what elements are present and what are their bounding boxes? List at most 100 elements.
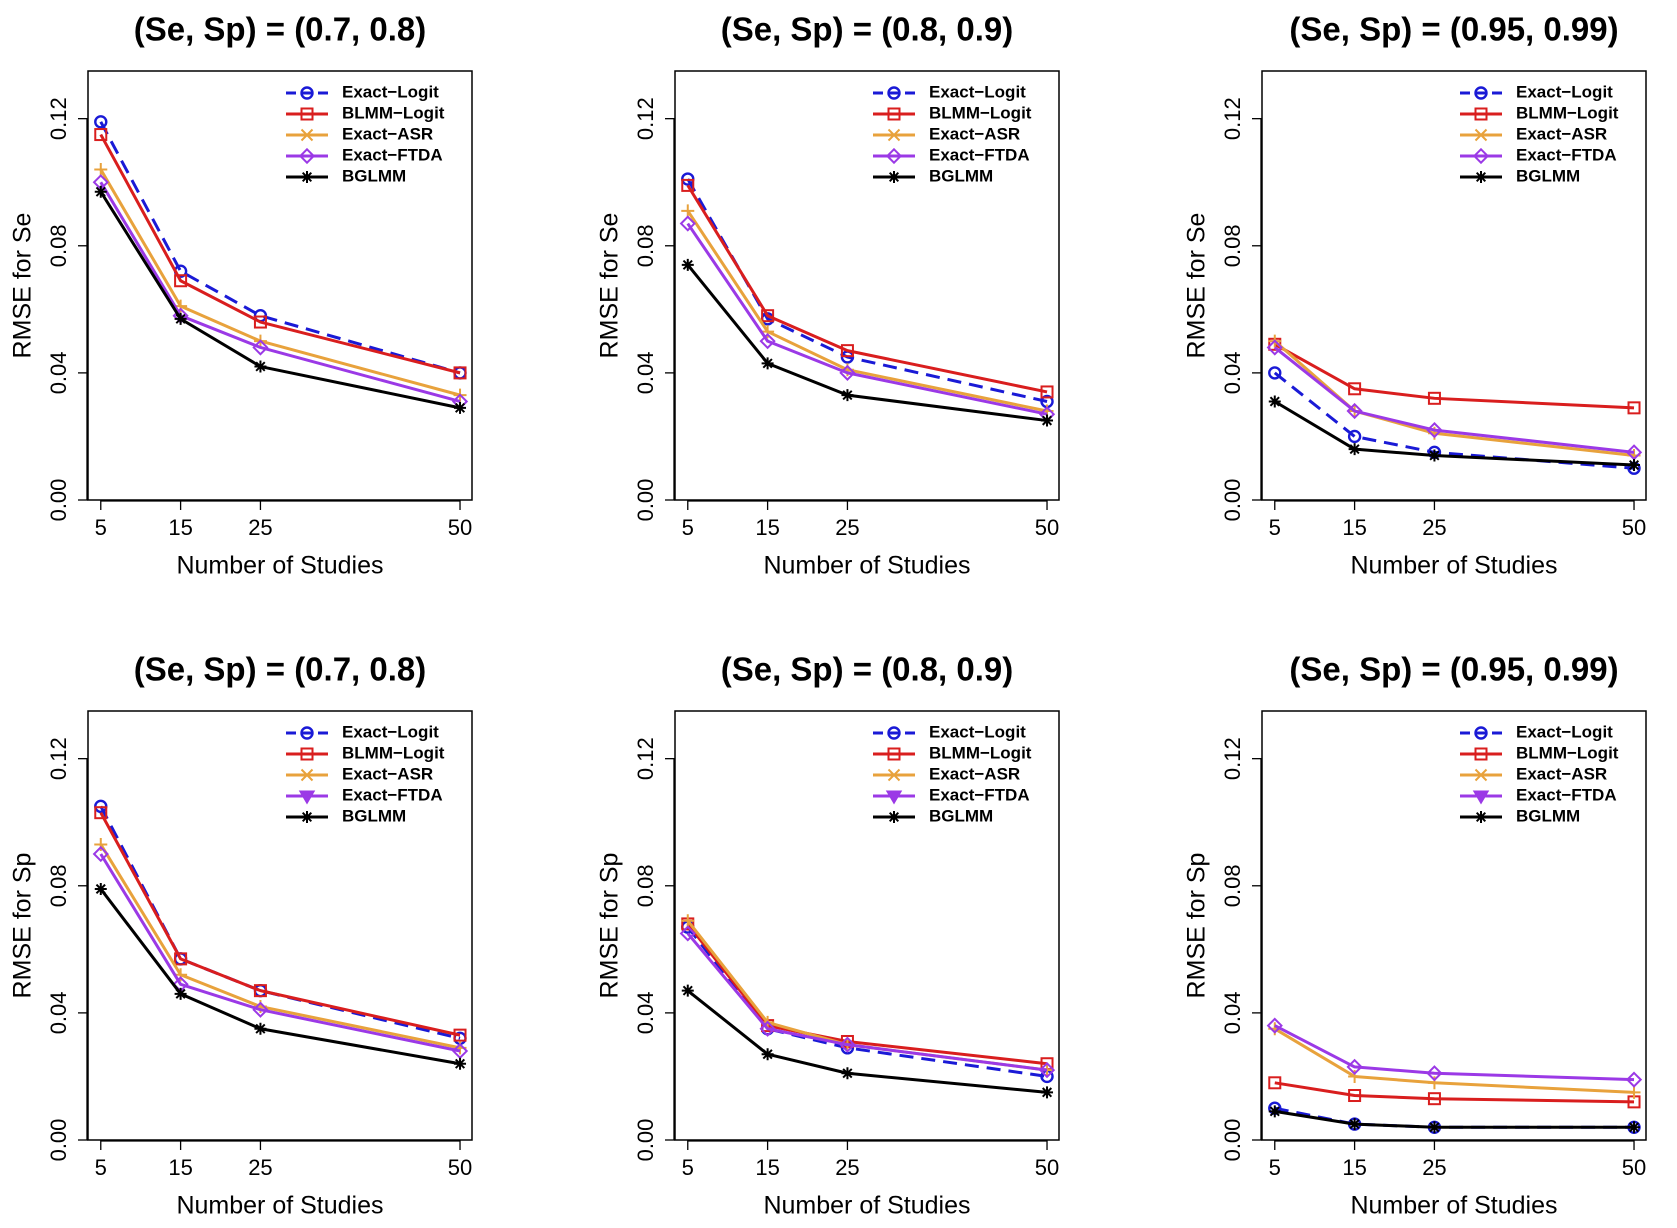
legend-label: BGLMM [342, 166, 406, 185]
data-point [1266, 1017, 1283, 1034]
series-bglmm [681, 984, 1054, 1099]
series-bglmm [1268, 1105, 1641, 1134]
y-tick-label: 0.12 [1220, 737, 1245, 780]
data-point [94, 163, 108, 177]
legend-marker [1474, 86, 1488, 100]
data-point [94, 837, 108, 851]
legend-item: Exact−Logit [873, 82, 1026, 101]
series-line [99, 168, 461, 397]
legend-item: Exact−Logit [286, 82, 439, 101]
legend-label: BGLMM [1516, 166, 1580, 185]
data-point [252, 339, 269, 356]
legend-marker [887, 726, 901, 740]
data-point [759, 1020, 776, 1037]
data-point [1627, 1085, 1641, 1099]
data-point [94, 882, 107, 895]
x-tick-label: 50 [448, 1155, 472, 1180]
data-point [681, 984, 694, 997]
legend-marker [887, 128, 901, 142]
y-axis: 0.00 0.04 0.08 0.12 [633, 97, 675, 521]
chart-title: (Se, Sp) = (0.8, 0.9) [721, 651, 1014, 688]
legend-marker [301, 171, 313, 183]
data-point [1428, 449, 1441, 462]
series-exact-ftda [92, 174, 469, 410]
series-line [686, 209, 1048, 413]
legend: Exact−Logit BLMM−Logit Exact−ASR Exact−FTDA… [1460, 82, 1619, 185]
series-exact-ftda [92, 845, 469, 1060]
x-tick-label: 25 [835, 1155, 859, 1180]
x-tick-label: 15 [755, 515, 779, 540]
data-point [253, 315, 267, 329]
y-tick-label: 0.08 [633, 864, 658, 907]
y-axis-label: RMSE for Sp [596, 853, 624, 999]
series-bglmm [681, 258, 1054, 427]
data-point [681, 178, 695, 192]
legend-label: BGLMM [929, 806, 993, 825]
legend-item: Exact−FTDA [1460, 145, 1617, 164]
data-point [94, 806, 108, 820]
legend-item: BLMM−Logit [873, 743, 1032, 762]
series-blmm-logit [681, 178, 1054, 399]
legend-item: Exact−Logit [286, 722, 439, 741]
x-axis: 5 15 25 50 [1269, 500, 1646, 540]
series-line [1274, 1081, 1635, 1104]
legend-marker [887, 107, 901, 121]
legend-item: BGLMM [1460, 806, 1580, 825]
legend-item: BLMM−Logit [1460, 743, 1619, 762]
data-point [451, 1042, 469, 1060]
y-tick-label: 0.04 [633, 991, 658, 1034]
x-tick-label: 50 [448, 515, 472, 540]
series-exact-asr [681, 204, 1054, 418]
data-point [1348, 443, 1361, 456]
legend-item: Exact−ASR [286, 124, 433, 143]
series-line [686, 222, 1048, 416]
legend: Exact−Logit BLMM−Logit Exact−ASR Exact−FTDA… [286, 722, 445, 825]
x-axis: 5 15 25 50 [95, 1140, 472, 1180]
legend-item: Exact−ASR [1460, 764, 1607, 783]
data-point [1628, 459, 1641, 472]
y-tick-label: 0.08 [633, 224, 658, 267]
chart-panel-6: (Se, Sp) = (0.95, 0.99) 5 15 25 50 Number of … [1183, 651, 1647, 1220]
series-line [99, 133, 461, 375]
series-line [99, 888, 461, 1066]
series-line [686, 989, 1048, 1094]
data-point [1266, 339, 1283, 356]
x-tick-label: 50 [1622, 1155, 1646, 1180]
series-line [1274, 1024, 1635, 1082]
legend-marker [887, 86, 901, 100]
data-point [681, 204, 695, 218]
y-axis-label: RMSE for Sp [1183, 853, 1211, 999]
data-point [759, 332, 776, 350]
legend-label: Exact−ASR [1516, 764, 1607, 783]
data-point [1625, 1071, 1643, 1088]
legend-label: Exact−FTDA [1516, 785, 1617, 804]
data-point [1268, 395, 1281, 408]
data-point [1427, 391, 1441, 405]
data-point [1427, 1076, 1441, 1090]
series-blmm-logit [1268, 1076, 1641, 1109]
legend-label: Exact−FTDA [929, 145, 1030, 164]
legend-marker [300, 768, 314, 782]
data-point [1426, 421, 1443, 439]
y-tick-label: 0.12 [46, 737, 71, 780]
legend-marker [1474, 726, 1488, 740]
data-point [1348, 1118, 1361, 1131]
legend-label: Exact−Logit [1516, 82, 1613, 101]
y-tick-label: 0.08 [46, 864, 71, 907]
data-point [681, 914, 695, 928]
data-point [761, 309, 775, 323]
data-point [1627, 401, 1641, 415]
legend: Exact−Logit BLMM−Logit Exact−ASR Exact−FTDA… [286, 82, 445, 185]
series-exact-ftda [1266, 339, 1643, 461]
y-tick-label: 0.12 [46, 97, 71, 140]
data-point [174, 312, 187, 325]
series-line [686, 184, 1048, 394]
legend-label: BLMM−Logit [1516, 103, 1619, 122]
series-line [1274, 1106, 1635, 1129]
y-tick-label: 0.12 [633, 97, 658, 140]
y-axis: 0.00 0.04 0.08 0.12 [46, 737, 88, 1161]
data-point [761, 1048, 774, 1061]
legend-marker [1474, 107, 1488, 121]
series-line [1273, 371, 1635, 470]
